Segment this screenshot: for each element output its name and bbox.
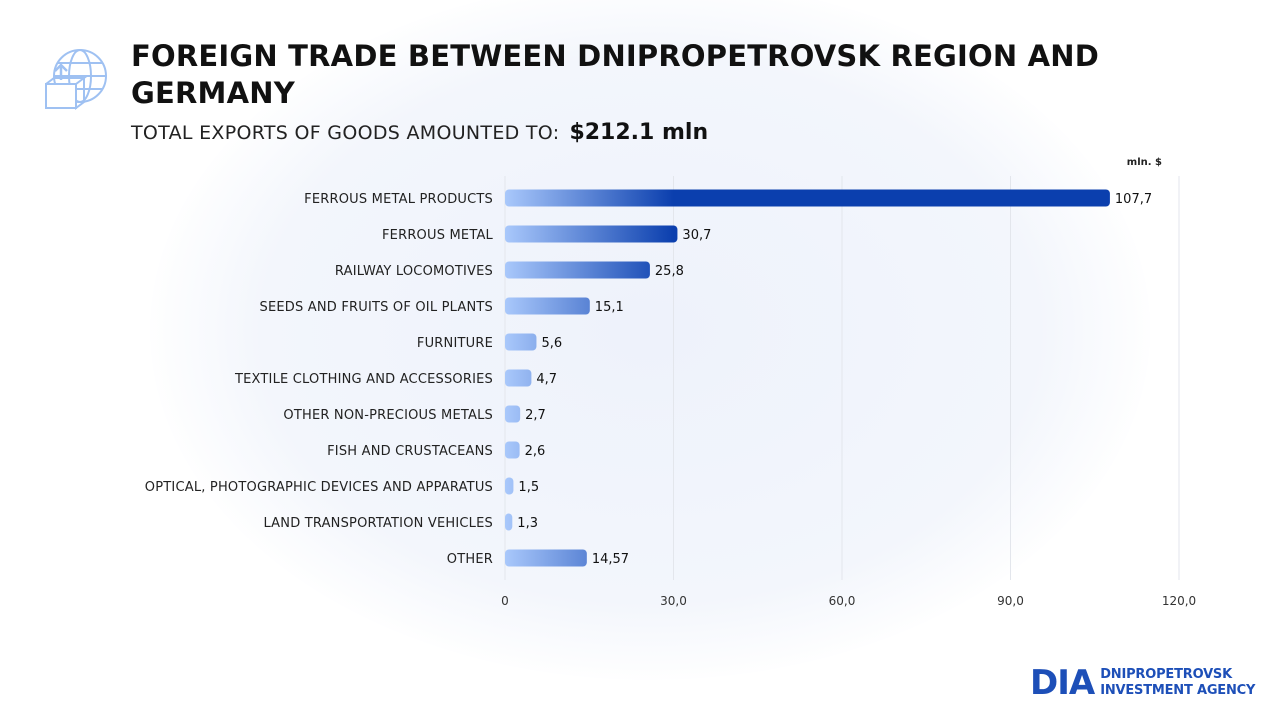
logo-mark: DIA (1030, 663, 1095, 703)
x-tick-label: 0 (501, 594, 509, 608)
unit-label: mln. $ (1127, 157, 1162, 168)
category-label: RAILWAY LOCOMOTIVES (335, 264, 493, 279)
value-label: 4,7 (536, 372, 557, 387)
x-tick-label: 120,0 (1162, 594, 1196, 608)
category-label: OTHER NON-PRECIOUS METALS (283, 408, 493, 423)
total-exports-value: $212.1 mln (569, 120, 709, 145)
category-label: LAND TRANSPORTATION VEHICLES (263, 516, 493, 531)
value-label: 15,1 (595, 300, 624, 315)
value-label: 107,7 (1115, 192, 1152, 207)
value-label: 2,7 (525, 408, 546, 423)
bar (505, 333, 537, 351)
x-tick-label: 30,0 (660, 594, 687, 608)
bar (505, 477, 514, 495)
value-label: 25,8 (655, 264, 684, 279)
subtitle-label: TOTAL EXPORTS OF GOODS AMOUNTED TO: (131, 122, 560, 144)
category-label: OPTICAL, PHOTOGRAPHIC DEVICES AND APPARA… (145, 480, 493, 495)
page-title: FOREIGN TRADE BETWEEN DNIPROPETROVSK REG… (131, 39, 1100, 110)
globe-box-export-icon (45, 49, 107, 110)
logo-line-2: INVESTMENT AGENCY (1100, 683, 1256, 698)
category-label: FURNITURE (417, 336, 493, 351)
category-label: TEXTILE CLOTHING AND ACCESSORIES (234, 372, 493, 387)
category-label: FISH AND CRUSTACEANS (327, 444, 493, 459)
category-label: SEEDS AND FRUITS OF OIL PLANTS (260, 300, 494, 315)
value-label: 30,7 (682, 228, 711, 243)
bar (505, 261, 650, 279)
logo-text: DNIPROPETROVSK INVESTMENT AGENCY (1100, 667, 1255, 699)
x-tick-label: 60,0 (829, 594, 856, 608)
bar (505, 297, 590, 315)
bar (505, 189, 1110, 207)
bar (505, 405, 521, 423)
value-label: 2,6 (525, 444, 546, 459)
x-tick-label: 90,0 (997, 594, 1024, 608)
bar (505, 549, 587, 567)
category-label: FERROUS METAL PRODUCTS (304, 192, 493, 207)
bar (505, 225, 678, 243)
logo-line-1: DNIPROPETROVSK (1100, 667, 1232, 682)
category-label: OTHER (447, 552, 493, 567)
bar (505, 369, 532, 387)
dia-logo: DIA DNIPROPETROVSK INVESTMENT AGENCY (1030, 666, 1255, 700)
subtitle: TOTAL EXPORTS OF GOODS AMOUNTED TO: $212… (131, 120, 708, 145)
value-label: 14,57 (592, 552, 629, 567)
category-label: FERROUS METAL (382, 228, 494, 243)
background-shape (150, 0, 1150, 680)
value-label: 1,3 (517, 516, 538, 531)
bar (505, 513, 513, 531)
bar (505, 441, 520, 459)
value-label: 1,5 (518, 480, 539, 495)
value-label: 5,6 (541, 336, 562, 351)
